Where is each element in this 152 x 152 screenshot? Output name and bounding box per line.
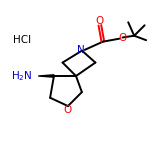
Text: O: O xyxy=(118,33,127,43)
Text: O: O xyxy=(64,105,72,115)
Text: HCl: HCl xyxy=(13,35,31,45)
Polygon shape xyxy=(38,75,54,77)
Text: N: N xyxy=(77,45,85,55)
Text: O: O xyxy=(96,16,104,26)
Text: H$_2$N: H$_2$N xyxy=(12,69,33,83)
